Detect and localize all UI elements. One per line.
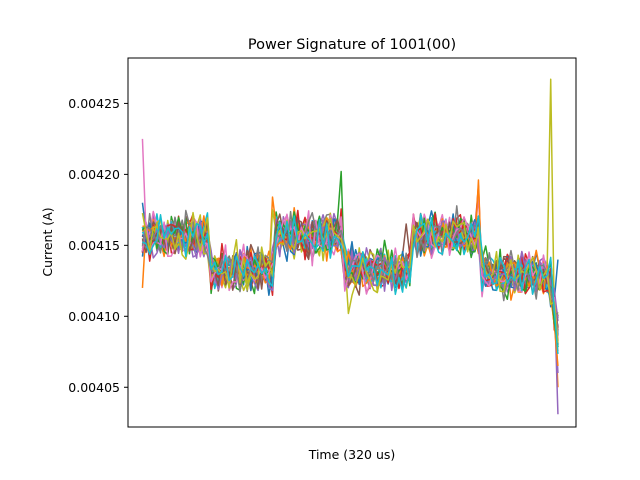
series-line-30 bbox=[142, 214, 559, 354]
series-layer bbox=[141, 78, 559, 415]
chart-title: Power Signature of 1001(00) bbox=[248, 37, 456, 53]
y-tick-label: 0.00420 bbox=[68, 167, 120, 182]
x-axis-label: Time (320 us) bbox=[308, 447, 396, 462]
y-tick-label: 0.00415 bbox=[68, 238, 120, 253]
series-line-29 bbox=[141, 211, 559, 344]
plot-area-frame bbox=[127, 57, 577, 428]
y-axis-label: Current (A) bbox=[40, 207, 55, 276]
y-tick-label: 0.00405 bbox=[68, 380, 120, 395]
y-tick-label: 0.00410 bbox=[68, 309, 120, 324]
y-axis: 0.00405 0.00410 0.00415 0.00420 0.00425 bbox=[68, 96, 128, 395]
y-tick-label: 0.00425 bbox=[68, 96, 120, 111]
